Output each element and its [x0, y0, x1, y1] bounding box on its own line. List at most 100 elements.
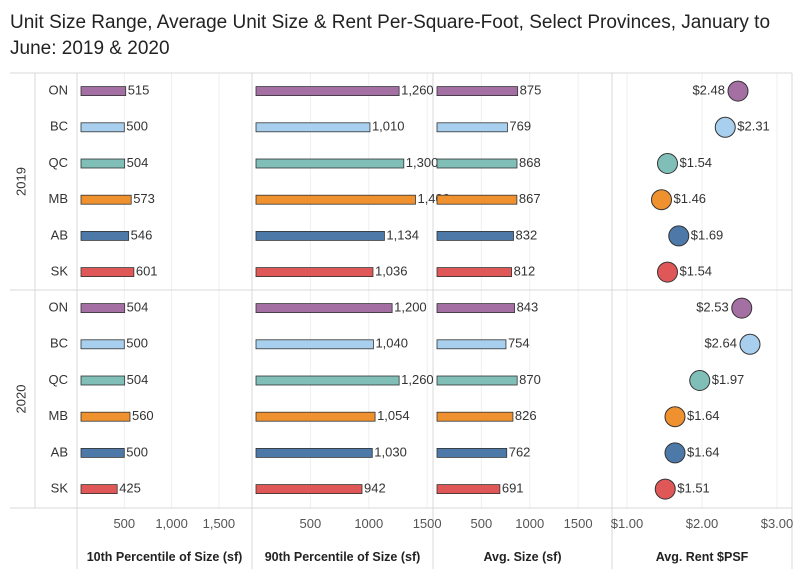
axis-title-avg: Avg. Size (sf) [483, 550, 561, 564]
bar-label-avg-2020-ON: 843 [517, 300, 539, 315]
point-label-rent-2019-AB: $1.69 [691, 227, 724, 242]
province-label-2019-ON: ON [49, 83, 69, 98]
tick-label-rent-0: $1.00 [611, 516, 644, 531]
bar-label-p10-2019-SK: 601 [136, 264, 158, 279]
bar-label-avg-2019-QC: 868 [519, 155, 541, 170]
point-rent-2020-AB [664, 442, 686, 464]
tick-label-rent-2: $3.00 [761, 516, 794, 531]
point-rent-2020-BC [739, 333, 761, 355]
province-label-2020-SK: SK [51, 481, 69, 496]
province-label-2019-QC: QC [49, 155, 69, 170]
bar-label-p90-2019-ON: 1,260 [401, 83, 434, 98]
bar-p10-2019-ON [80, 86, 127, 96]
point-label-rent-2019-BC: $2.31 [737, 119, 770, 134]
tick-label-avg-2: 1500 [564, 516, 593, 531]
bar-label-p90-2020-AB: 1,030 [374, 444, 407, 459]
bar-avg-2019-MB [436, 194, 518, 205]
bar-p90-2020-MB [255, 411, 376, 422]
year-label-2019: 2019 [13, 167, 28, 196]
bar-p10-2019-BC [80, 122, 125, 133]
point-rent-2019-AB [668, 225, 690, 247]
tick-label-p90-1: 1000 [354, 516, 383, 531]
tick-label-p10-0: 500 [113, 516, 135, 531]
bar-label-p90-2019-BC: 1,010 [372, 119, 405, 134]
point-rent-2020-ON [731, 297, 753, 319]
bar-p90-2019-SK [255, 267, 374, 278]
bar-p90-2020-ON [255, 303, 393, 314]
bar-label-avg-2020-MB: 826 [515, 408, 537, 423]
point-rent-2019-BC [714, 116, 736, 138]
bar-avg-2019-QC [436, 158, 518, 169]
point-label-rent-2019-QC: $1.54 [680, 155, 713, 170]
bar-avg-2019-AB [436, 230, 514, 241]
point-rent-2020-MB [664, 406, 686, 428]
bar-p90-2019-AB [255, 230, 385, 241]
bar-label-avg-2019-ON: 875 [520, 83, 542, 98]
bar-avg-2020-BC [436, 339, 507, 350]
bar-p90-2020-QC [255, 375, 400, 386]
bar-p10-2020-MB [80, 411, 131, 422]
bar-p10-2020-SK [80, 484, 118, 495]
province-label-2020-ON: ON [49, 300, 69, 315]
point-rent-2020-SK [654, 478, 676, 500]
point-label-rent-2020-BC: $2.64 [704, 336, 737, 351]
bar-label-p10-2020-AB: 500 [126, 444, 148, 459]
province-label-2019-AB: AB [51, 227, 68, 242]
tick-label-rent-1: $2.00 [686, 516, 719, 531]
bar-p10-2019-QC [80, 158, 126, 169]
tick-label-p10-2: 1,500 [203, 516, 236, 531]
chart-title: Unit Size Range, Average Unit Size & Ren… [10, 12, 771, 59]
bar-label-p10-2020-ON: 504 [127, 300, 149, 315]
year-label-2020: 2020 [13, 385, 28, 414]
bar-p10-2020-BC [80, 339, 125, 350]
point-label-rent-2020-QC: $1.97 [712, 372, 745, 387]
bar-label-avg-2019-SK: 812 [514, 264, 536, 279]
point-label-rent-2020-AB: $1.64 [687, 444, 720, 459]
bar-label-p90-2019-AB: 1,134 [386, 227, 419, 242]
axis-title-p90: 90th Percentile of Size (sf) [265, 550, 421, 564]
bar-p90-2019-BC [255, 122, 371, 133]
bar-label-p10-2019-ON: 515 [128, 83, 150, 98]
point-rent-2019-MB [651, 189, 672, 211]
bar-p10-2019-SK [80, 267, 135, 278]
bar-avg-2020-MB [436, 411, 514, 422]
province-label-2020-MB: MB [49, 408, 69, 423]
axis-title-rent: Avg. Rent $PSF [656, 550, 749, 564]
bar-label-avg-2020-BC: 754 [508, 336, 530, 351]
bar-label-avg-2019-MB: 867 [519, 191, 541, 206]
bar-label-p10-2020-QC: 504 [127, 372, 149, 387]
bar-avg-2020-SK [436, 484, 501, 495]
point-label-rent-2020-MB: $1.64 [687, 408, 720, 423]
point-rent-2020-QC [689, 370, 711, 391]
bar-label-p10-2020-SK: 425 [119, 481, 141, 496]
bar-avg-2020-QC [436, 375, 518, 386]
point-label-rent-2019-ON: $2.48 [692, 83, 725, 98]
bar-label-avg-2020-SK: 691 [502, 481, 524, 496]
bar-avg-2019-ON [436, 86, 519, 96]
bar-label-p90-2019-SK: 1,036 [375, 264, 408, 279]
point-label-rent-2019-MB: $1.46 [674, 191, 707, 206]
point-label-rent-2020-ON: $2.53 [696, 300, 729, 315]
point-rent-2019-ON [727, 80, 749, 102]
bar-p90-2020-AB [255, 447, 373, 458]
province-label-2019-SK: SK [51, 264, 69, 279]
bar-label-p90-2019-QC: 1,300 [406, 155, 439, 170]
point-label-rent-2020-SK: $1.51 [677, 481, 710, 496]
bar-avg-2019-BC [436, 122, 508, 133]
bar-label-p90-2020-SK: 942 [364, 481, 386, 496]
bar-p10-2019-AB [80, 230, 130, 241]
bar-label-avg-2020-QC: 870 [519, 372, 541, 387]
bar-label-p10-2020-MB: 560 [132, 408, 154, 423]
bar-avg-2020-AB [436, 447, 508, 458]
bar-label-p10-2020-BC: 500 [126, 336, 148, 351]
tick-label-p10-1: 1,000 [155, 516, 188, 531]
province-label-2020-BC: BC [50, 336, 68, 351]
bar-p10-2020-QC [80, 375, 126, 386]
bar-label-p10-2019-BC: 500 [126, 119, 148, 134]
bar-label-p10-2019-QC: 504 [127, 155, 149, 170]
bar-label-avg-2019-AB: 832 [516, 227, 538, 242]
province-label-2019-MB: MB [49, 191, 69, 206]
bar-label-avg-2020-AB: 762 [509, 444, 531, 459]
tick-label-avg-1: 1000 [515, 516, 544, 531]
